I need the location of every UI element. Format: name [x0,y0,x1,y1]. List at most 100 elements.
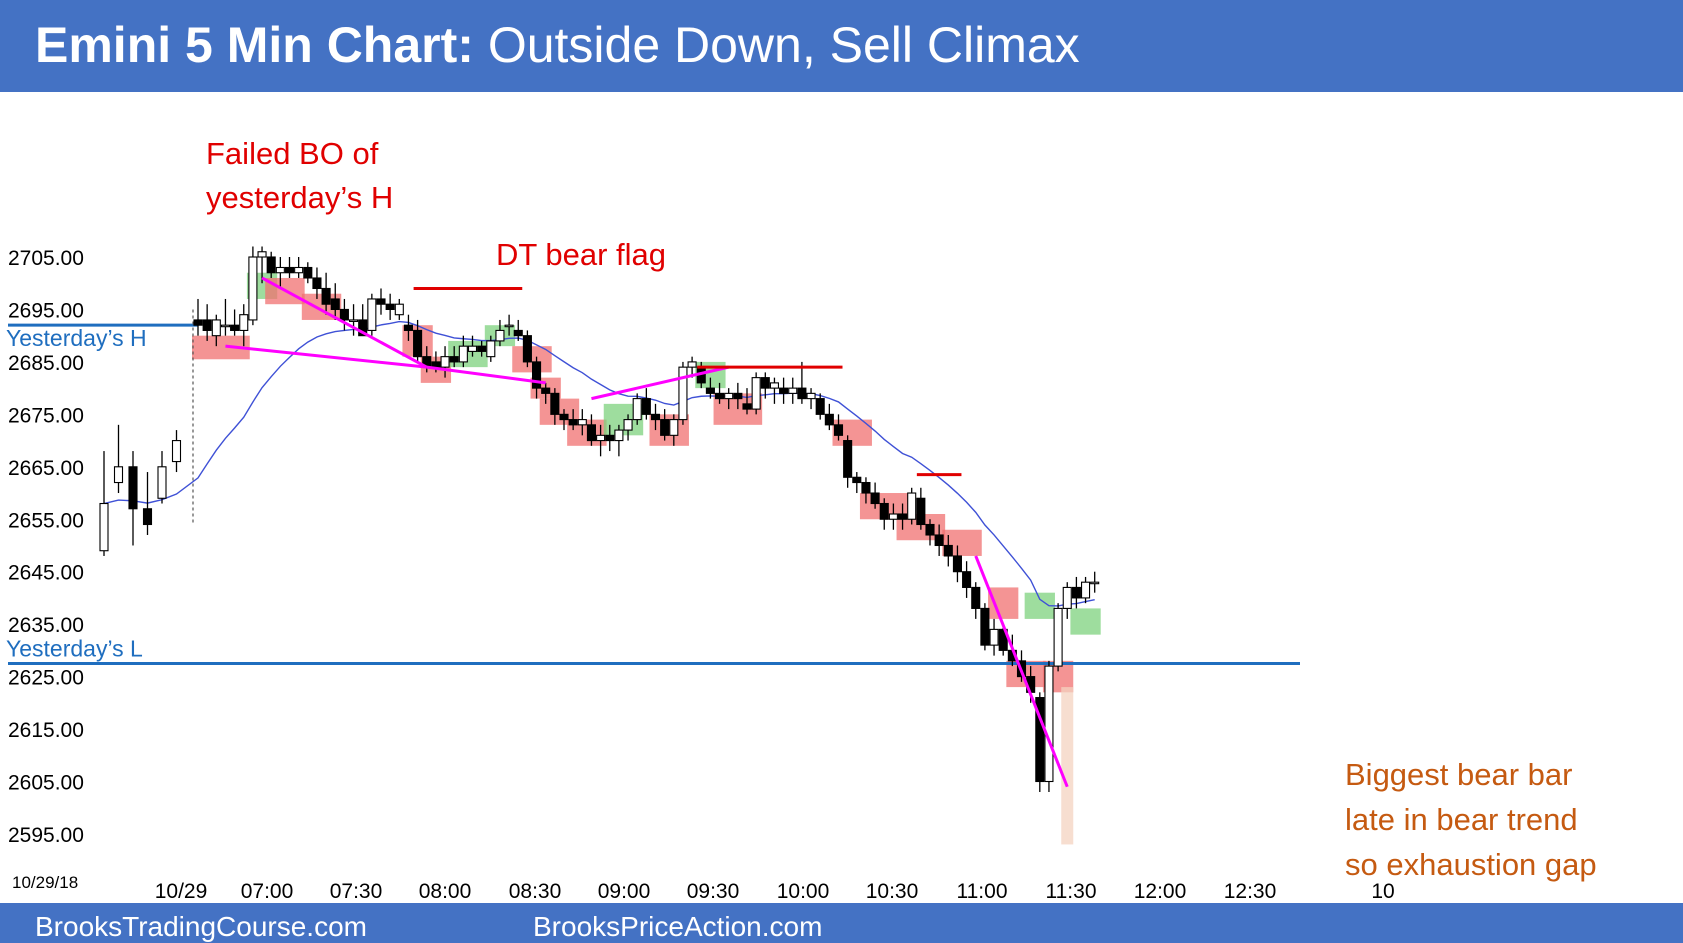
candle-body [358,319,368,337]
candle-body [705,387,715,394]
footer-right-link[interactable]: BrooksPriceAction.com [533,911,823,942]
candle-body [614,429,624,442]
candle-body [660,419,670,436]
candle-body [193,319,203,326]
candle-body [568,419,578,426]
candle-body [99,502,109,552]
candle-body [934,534,944,547]
candle-body [962,571,972,588]
x-tick-label: 10:00 [777,880,830,903]
candle-body [142,508,153,526]
candle-body [330,298,340,311]
candle-body [294,266,304,274]
y-tick-label: 2625.00 [8,667,84,690]
x-tick-label: 07:00 [241,880,294,903]
candle-body [641,398,651,415]
candle-body [1081,581,1091,599]
candle-body [239,314,249,331]
candle-body [586,424,597,442]
candle-body [779,387,789,394]
candle-body [806,392,816,400]
bear-signal-box [512,346,552,373]
y-tick-label: 2695.00 [8,299,84,322]
candle-body [541,387,551,394]
candle-body [650,413,661,421]
y-tick-label: 2635.00 [8,614,84,637]
x-tick-label: 12:30 [1224,880,1277,903]
x-tick-label: 08:30 [509,880,562,903]
candle-body [128,466,138,510]
candle-body [888,513,898,520]
y-tick-label: 2655.00 [8,509,84,532]
candle-body [467,345,478,352]
y-tick-label: 2645.00 [8,562,84,585]
candle-body [220,324,230,328]
title-bar: Emini 5 Min Chart: Outside Down, Sell Cl… [0,0,1683,92]
moving-average-line [103,320,1095,607]
x-tick-label: 09:00 [598,880,651,903]
candle-body [632,398,642,421]
annotation-dt-bear-flag: DT bear flag [496,237,666,272]
candle-body [833,424,844,436]
candle-body [724,392,734,400]
x-tick-label: 07:30 [330,880,383,903]
x-tick-label: 10/29 [155,880,208,903]
candlestick-chart: Yesterday’s H Yesterday’s L 2705.00 2695.00… [6,136,1597,903]
bear-signal-box [988,587,1019,619]
x-tick-label: 09:30 [687,880,740,903]
candle-body [211,319,221,337]
candle-body [257,251,267,258]
candle-body [522,335,532,363]
candle-body [339,308,349,321]
annotation-exhaustion-gap: late in bear trend [1345,802,1578,837]
candle-body [769,382,780,389]
candle-body [495,329,505,342]
candle-body [171,440,182,463]
candle-body [321,287,331,305]
y-tick-label: 2595.00 [8,824,84,847]
candle-body [861,481,871,494]
candle-body [714,392,725,400]
yesterday-low-label: Yesterday’s L [6,635,143,661]
trend-line [261,276,428,369]
candle-body [431,361,441,368]
candle-body [385,303,395,311]
candle-body [824,413,834,426]
y-tick-label: 2605.00 [8,772,84,795]
candle-body [897,513,908,520]
candle-body [1044,665,1054,783]
candle-body [367,298,377,331]
annotation-exhaustion-gap: Biggest bear bar [1345,757,1572,792]
candle-body [998,628,1008,651]
candle-body [266,256,276,274]
candle-body [113,466,124,484]
candle-body [952,555,963,573]
candle-body [513,329,523,337]
x-tick-label: 11:30 [1046,880,1097,903]
date-label: 10/29/18 [12,873,78,892]
footer-left-link[interactable]: BrooksTradingCourse.com [35,911,367,942]
candle-body [742,403,752,410]
x-tick-label: 08:00 [419,880,472,903]
candle-body [440,356,450,368]
candle-body [943,544,953,557]
trend-line [225,344,427,369]
x-tick-label: 10 [1371,880,1394,903]
candle-body [248,256,258,321]
annotation-failed-bo: Failed BO of [206,136,379,171]
candle-body [1035,697,1045,783]
candle-body [925,523,935,536]
candle-body [303,266,313,279]
candle-body [559,413,569,421]
candle-body [870,492,880,505]
title-bold: Emini 5 Min Chart: [35,17,474,73]
candle-body [760,377,770,389]
y-tick-label: 2665.00 [8,457,84,480]
candle-body [678,366,688,421]
candle-body [797,387,807,400]
candle-body [788,387,798,394]
candle-body [284,266,295,274]
candle-body [157,466,167,499]
candle-body [202,319,212,331]
candle-body [1062,586,1072,609]
